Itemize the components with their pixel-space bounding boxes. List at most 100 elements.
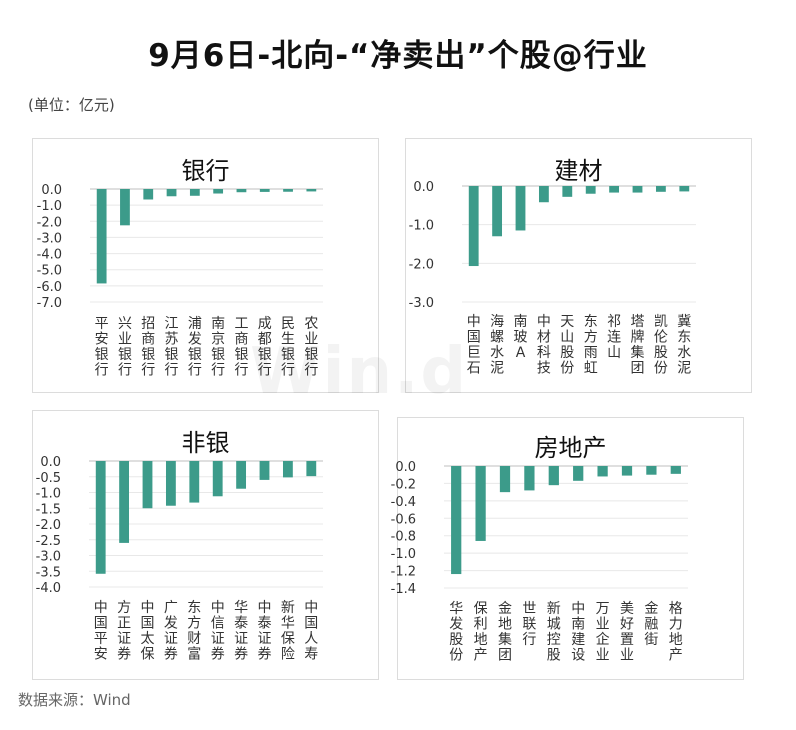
y-tick-label: -3.5 (36, 565, 61, 580)
category-label: 祁连山 (607, 314, 621, 361)
category-label: 南京银行 (211, 316, 225, 379)
category-label: 平安银行 (95, 316, 109, 379)
category-label: 兴业银行 (118, 316, 132, 379)
y-tick-label: -1.5 (36, 502, 61, 517)
category-label: 工商银行 (234, 316, 248, 379)
bar (609, 186, 620, 193)
bar (573, 466, 584, 481)
y-tick-label: -1.0 (36, 487, 61, 502)
category-label: 中国平安 (94, 600, 108, 663)
bar (259, 461, 270, 480)
bar (515, 186, 526, 231)
category-label: 金地集团 (498, 601, 512, 664)
category-label: 东方雨虹 (584, 314, 598, 377)
category-label: 塔牌集团 (631, 314, 645, 377)
bar-chart-non-bank: 0.0-0.5-1.0-1.5-2.0-2.5-3.0-3.5-4.0 中国平安方… (36, 455, 323, 663)
bar (524, 466, 535, 491)
y-tick-label: -4.0 (37, 248, 62, 263)
bar (212, 461, 223, 497)
y-tick-label: -0.5 (36, 471, 61, 486)
bar (468, 186, 479, 267)
y-tick-label: 0.0 (395, 460, 416, 475)
bar-chart-banks: 0.0-1.0-2.0-3.0 -4.0-5.0-6.0-7.0 平安银行兴业银行招… (37, 183, 323, 379)
y-tick-label: -1.0 (391, 547, 416, 562)
bar (142, 461, 153, 509)
category-label: 中国太保 (141, 600, 155, 663)
y-tick-label: -2.5 (36, 534, 61, 549)
y-tick-label: 0.0 (413, 180, 434, 195)
category-label: 招商银行 (141, 316, 155, 379)
page-title: 9月6日-北向-“净卖出”个股@行业 (148, 38, 648, 74)
category-label: 江苏银行 (165, 316, 179, 379)
bar (96, 189, 107, 284)
bar (306, 461, 317, 477)
chart-title: 建材 (554, 157, 603, 185)
y-tick-label: -1.4 (391, 582, 416, 597)
bar (236, 189, 247, 193)
category-label: 成都银行 (258, 316, 272, 379)
y-tick-label: -5.0 (37, 264, 62, 279)
y-tick-label: -7.0 (37, 296, 62, 311)
category-label: 中南建设 (571, 601, 585, 664)
chart-panel-non-bank: 非银 0.0 -0.5 -1.0 -1.5 -2.0 -2.5 -3.0 -3.5 -4.0 中国… (32, 410, 379, 680)
bar (562, 186, 573, 197)
y-tick-label: 0.0 (41, 183, 62, 198)
y-tick-label: -3.0 (37, 231, 62, 246)
category-label: 美好置业 (620, 601, 634, 664)
bar (597, 466, 608, 477)
chart-panel-real-estate: 房地产 0.0 -0.2 -0.4 -0.6 -0.8 -1.0 -1.2 -1.4 华发股份保… (391, 417, 744, 680)
bar (646, 466, 657, 475)
bar (538, 186, 549, 203)
category-label: 中国人寿 (304, 600, 318, 663)
bar (548, 466, 559, 486)
chart-title: 非银 (181, 429, 230, 457)
bar (632, 186, 643, 193)
y-tick-label: -1.0 (37, 199, 62, 214)
y-tick-label: -1.0 (409, 219, 434, 234)
y-tick-label: -6.0 (37, 280, 62, 295)
category-label: 凯伦股份 (654, 314, 668, 377)
category-label: 民生银行 (281, 316, 295, 379)
bar (306, 189, 317, 192)
bar (189, 189, 200, 196)
bar-chart-real-estate: 0.0-0.2-0.4-0.6-0.8-1.0-1.2-1.4华发股份保利地产金… (391, 460, 688, 664)
category-label: 华泰证券 (234, 600, 248, 663)
bar (282, 461, 293, 478)
bar (120, 189, 130, 226)
y-tick-label: -3.0 (36, 550, 61, 565)
watermark: Win.d (250, 335, 468, 409)
unit-label: (单位：亿元) (28, 96, 115, 114)
category-label: 广发证券 (164, 600, 178, 663)
category-label: 中材科技 (537, 314, 551, 377)
category-label: 华发股份 (449, 601, 463, 664)
category-label: 保利地产 (474, 601, 488, 664)
bar (670, 466, 681, 474)
bar (213, 189, 224, 194)
bar (585, 186, 596, 194)
category-label: 方正证券 (117, 600, 131, 663)
category-label: 天山股份 (560, 314, 574, 377)
y-tick-label: -2.0 (37, 215, 62, 230)
y-tick-label: -2.0 (409, 257, 434, 272)
y-tick-label: -0.4 (391, 495, 416, 510)
bar (283, 189, 293, 192)
category-label: 中国巨石 (467, 314, 481, 377)
bar (166, 189, 177, 197)
bar (189, 461, 200, 503)
y-tick-label: -3.0 (409, 296, 434, 311)
bar (655, 186, 666, 192)
y-tick-label: 0.0 (40, 455, 61, 470)
category-label: 新华保险 (281, 600, 295, 663)
y-tick-label: -0.8 (391, 530, 416, 545)
chart-panel-banks: 银行 0.0 -1.0 -2.0 -3.0 -4.0 -5.0 -6.0 -7.0 平安银行 兴业… (32, 138, 379, 393)
bar (259, 189, 270, 192)
category-label: 海螺水泥 (490, 314, 504, 377)
category-label: 中信证券 (211, 600, 225, 663)
category-label: 冀东水泥 (677, 314, 691, 377)
category-label: 金融街 (644, 601, 658, 648)
category-label: 世联行 (522, 601, 536, 648)
y-tick-label: -0.2 (391, 477, 416, 492)
y-tick-label: -1.2 (391, 565, 416, 580)
bar (492, 186, 503, 237)
